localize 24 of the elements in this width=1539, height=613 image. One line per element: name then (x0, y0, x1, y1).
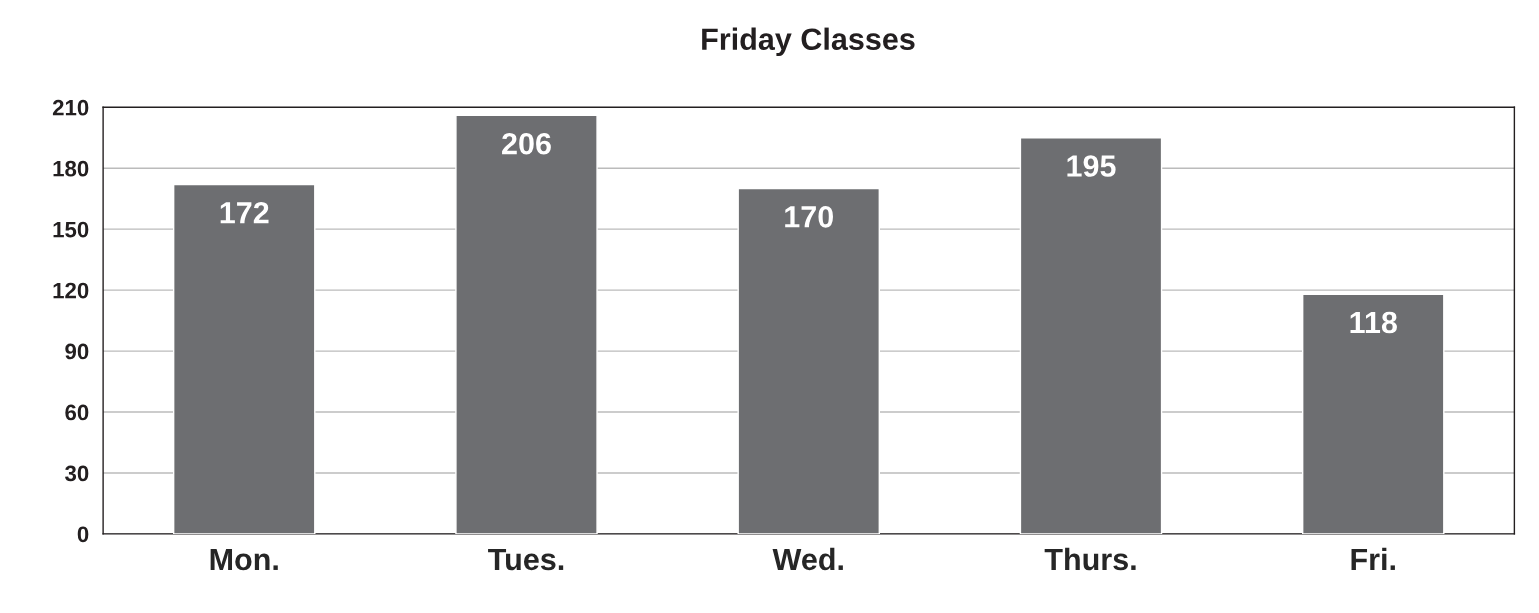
x-tick-label: Fri. (1351, 547, 1395, 570)
y-tick-label: 180 (53, 160, 89, 177)
bar (737, 187, 881, 534)
y-tick-label: 30 (65, 465, 89, 482)
x-tick-label: Mon. (210, 548, 278, 571)
chart-title: Friday Classes (702, 27, 915, 57)
x-tick-label: Thurs. (1044, 547, 1136, 571)
data-label: 206 (502, 132, 551, 155)
y-tick-label: 210 (52, 99, 89, 116)
bar (1019, 137, 1163, 534)
data-label: 118 (1350, 311, 1397, 334)
y-tick-label: 150 (53, 221, 89, 238)
bar (172, 183, 316, 534)
y-tick-label: 90 (65, 343, 89, 360)
data-label: 170 (785, 206, 833, 228)
data-label: 172 (220, 201, 269, 224)
y-tick-label: 60 (65, 404, 89, 421)
data-label: 195 (1067, 155, 1116, 177)
x-tick-label: Tues. (488, 548, 564, 571)
x-tick-label: Wed. (772, 547, 843, 571)
bar (1301, 293, 1445, 534)
bar (455, 114, 598, 534)
y-tick-label: 120 (53, 282, 89, 299)
y-tick-label: 0 (77, 526, 89, 543)
